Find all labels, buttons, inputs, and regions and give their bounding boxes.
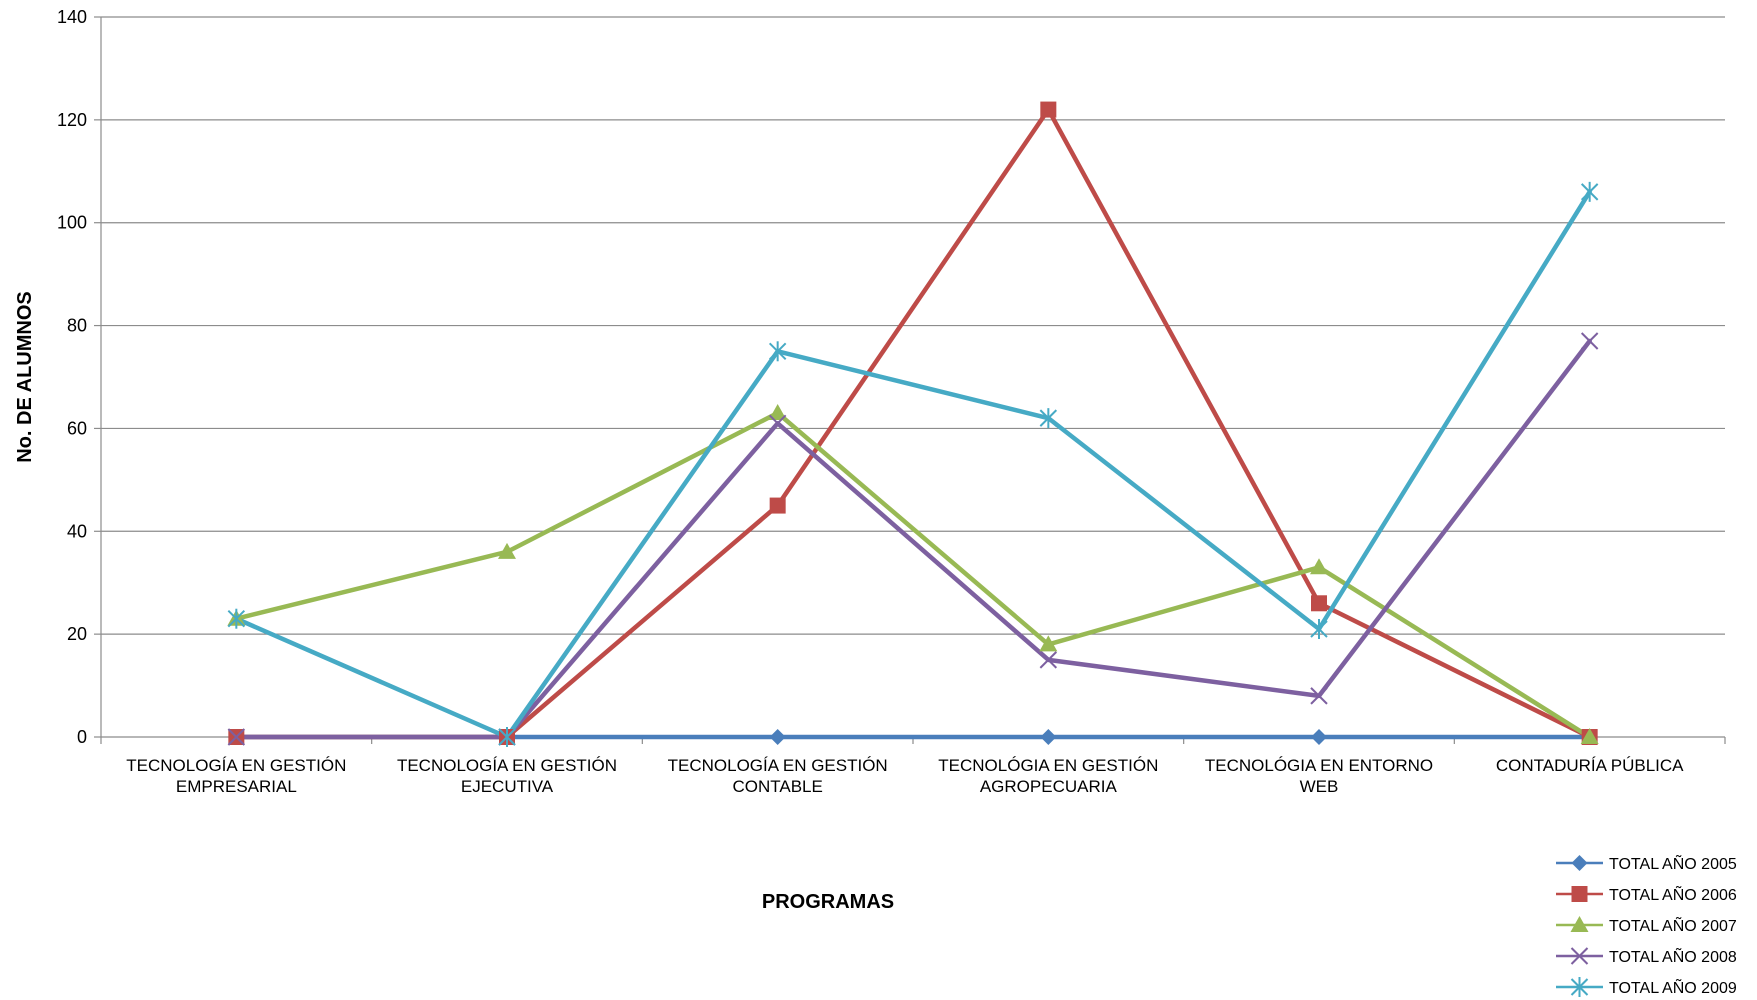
data-point <box>227 728 246 746</box>
y-axis-title: No. DE ALUMNOS <box>14 291 36 462</box>
data-point <box>1311 595 1327 612</box>
series-line <box>234 189 1592 740</box>
legend-marker <box>1570 977 1589 997</box>
legend-marker <box>1571 886 1588 902</box>
x-tick-label: CONTADURÍA PÚBLICA <box>1496 756 1684 775</box>
x-axis-title: PROGRAMAS <box>762 891 894 913</box>
legend-marker <box>1570 916 1589 932</box>
legend-label: TOTAL AÑO 2007 <box>1609 915 1737 935</box>
series-line <box>234 410 1592 740</box>
data-point <box>1580 332 1599 350</box>
x-tick-label: TECNOLOGÍA EN GESTIÓN EJECUTIVA <box>397 756 617 796</box>
gridlines <box>101 16 1725 635</box>
data-point <box>768 404 787 420</box>
data-point <box>1580 181 1599 202</box>
x-tick-label: TECNOLOGÍA EN GESTIÓN CONTABLE <box>668 756 888 796</box>
legend-item: TOTAL AÑO 2006 <box>1556 884 1737 904</box>
data-point <box>769 497 786 514</box>
series-line <box>234 107 1592 740</box>
data-point <box>227 608 246 629</box>
series-lines <box>234 107 1592 740</box>
data-point <box>1310 687 1328 705</box>
legend-label: TOTAL AÑO 2005 <box>1609 853 1737 873</box>
y-tick-label: 120 <box>57 110 87 130</box>
legend-item: TOTAL AÑO 2007 <box>1556 915 1737 935</box>
y-tick-label: 40 <box>67 521 87 541</box>
legend-label: TOTAL AÑO 2006 <box>1609 884 1737 904</box>
data-point <box>768 341 787 362</box>
data-point <box>1310 619 1328 639</box>
legend-marker <box>1571 855 1588 871</box>
series-markers <box>227 101 1599 747</box>
legend-label: TOTAL AÑO 2009 <box>1609 977 1737 997</box>
data-point <box>1310 558 1328 575</box>
data-point <box>498 542 516 559</box>
data-point <box>1580 728 1599 744</box>
legend: TOTAL AÑO 2005 TOTAL AÑO 2006 TOTAL AÑO 20… <box>1556 853 1737 997</box>
x-tick-label: TECNOLÓGIA EN GESTIÓN AGROPECUARIA <box>938 756 1158 796</box>
data-point <box>769 729 786 745</box>
legend-item: TOTAL AÑO 2009 <box>1556 977 1737 997</box>
data-point <box>1311 729 1327 745</box>
y-tick-label: 140 <box>57 7 87 27</box>
axes: 0 20 40 60 80 100 120 140 TECNOLOGÍA EN GESTIÓN E… <box>57 7 1726 796</box>
data-point <box>1039 651 1058 669</box>
legend-item: TOTAL AÑO 2008 <box>1556 946 1737 966</box>
legend-marker <box>1570 947 1589 965</box>
data-point <box>498 727 516 747</box>
legend-item: TOTAL AÑO 2005 <box>1556 853 1737 873</box>
data-point <box>1040 729 1057 745</box>
data-point <box>1039 408 1058 429</box>
data-point <box>1040 101 1057 118</box>
y-tick-label: 80 <box>67 316 87 336</box>
y-tick-label: 20 <box>67 624 87 644</box>
x-tick-label: TECNOLÓGIA EN ENTORNO WEB <box>1205 756 1433 796</box>
x-tick-label: TECNOLOGÍA EN GESTIÓN EMPRESARIAL <box>126 756 346 796</box>
y-tick-label: 60 <box>67 418 87 438</box>
data-point <box>1039 635 1058 652</box>
data-point <box>768 414 787 432</box>
series-line <box>234 338 1592 740</box>
y-tick-label: 0 <box>77 727 87 747</box>
legend-label: TOTAL AÑO 2008 <box>1609 946 1737 966</box>
y-tick-label: 100 <box>57 213 87 233</box>
